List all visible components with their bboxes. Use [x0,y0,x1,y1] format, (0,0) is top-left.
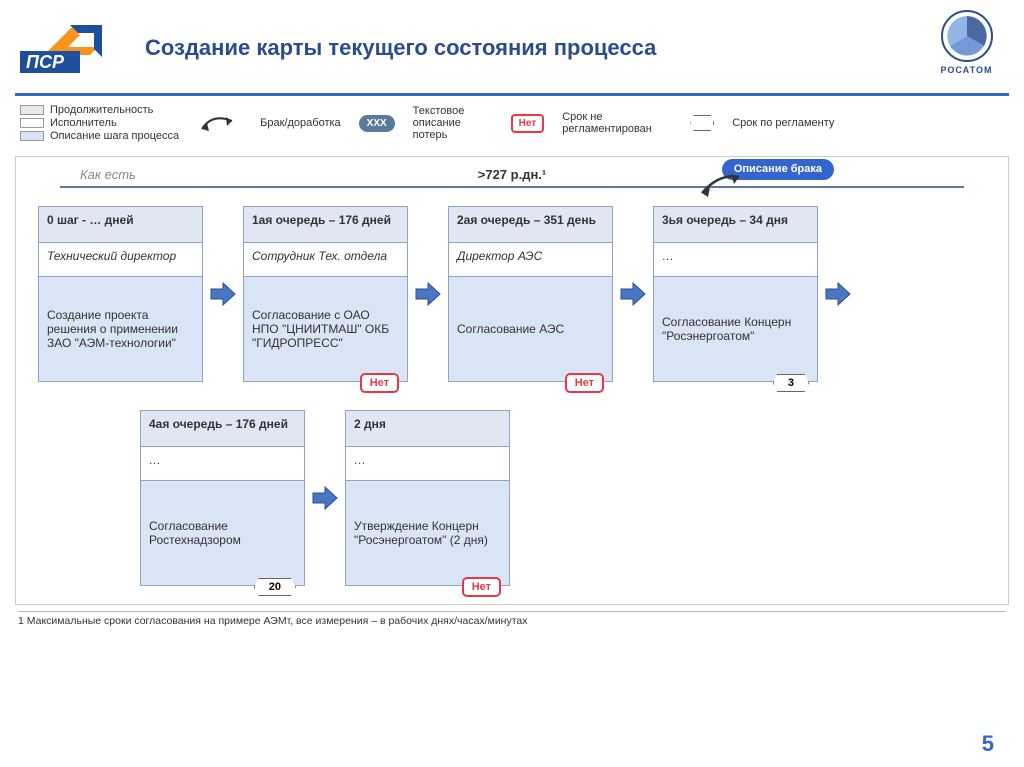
page-title: Создание карты текущего состояния процес… [145,35,929,61]
header: ПСР Создание карты текущего состояния пр… [0,0,1024,93]
legend-oval-icon: ХХХ [359,115,395,132]
step-person: … [654,243,817,277]
step-header: 3ья очередь – 34 дня [654,207,817,243]
legend-deadline-label: Срок по регламенту [732,117,834,129]
legend-duration-label: Продолжительность [50,104,153,116]
badge-hex: 20 [254,578,296,596]
badge-net: Нет [360,373,399,393]
legend-textloss-label: Текстовое описание потерь [413,105,493,141]
legend: Продолжительность Исполнитель Описание ш… [0,96,1024,150]
flow-row-2: 4ая очередь – 176 дней…Согласование Рост… [30,410,994,586]
logo-rosatom: РОСАТОМ [929,10,1004,85]
legend-nodeadline-label: Срок не регламентирован [562,111,672,135]
step-header: 2ая очередь – 351 день [449,207,612,243]
legend-box-desc [20,131,44,141]
top-bar: Как есть >727 р.дн.¹ Описание брака [60,167,964,188]
flow-arrow-icon [414,281,442,307]
step-body: Согласование Концерн "Росэнергоатом" [654,277,817,381]
as-is-label: Как есть [80,167,136,182]
step-card-2-0: 4ая очередь – 176 дней…Согласование Рост… [140,410,305,586]
step-body: Утверждение Концерн "Росэнергоатом" (2 д… [346,481,509,585]
step-card-1-0: 0 шаг - … днейТехнический директорСоздан… [38,206,203,382]
badge-hex: 3 [773,374,809,392]
step-header: 2 дня [346,411,509,447]
footnote: 1 Максимальные сроки согласования на при… [18,611,1006,627]
step-person: … [141,447,304,481]
legend-defect-label: Брак/доработка [260,117,340,129]
flow-arrow-icon [311,485,339,511]
logo-psr: ПСР [20,15,115,80]
legend-defect-arrow-icon [197,111,242,136]
step-person: Технический директор [39,243,202,277]
step-person: Директор АЭС [449,243,612,277]
flow-arrow-icon [824,281,852,307]
svg-text:ПСР: ПСР [26,52,65,72]
total-days-label: >727 р.дн.¹ [478,167,547,182]
legend-net-icon: Нет [511,114,545,133]
badge-net: Нет [565,373,604,393]
legend-box-performer [20,118,44,128]
legend-desc-label: Описание шага процесса [50,130,179,142]
step-header: 0 шаг - … дней [39,207,202,243]
main-container: Как есть >727 р.дн.¹ Описание брака 0 ша… [15,156,1009,605]
step-card-2-1: 2 дня…Утверждение Концерн "Росэнергоатом… [345,410,510,586]
legend-box-group: Продолжительность Исполнитель Описание ш… [20,104,179,142]
badge-net: Нет [462,577,501,597]
step-body: Согласование с ОАО НПО "ЦНИИТМАШ" ОКБ "Г… [244,277,407,381]
step-card-1-2: 2ая очередь – 351 деньДиректор АЭССоглас… [448,206,613,382]
legend-box-duration [20,105,44,115]
step-card-1-1: 1ая очередь – 176 днейСотрудник Тех. отд… [243,206,408,382]
legend-hex-icon [690,115,714,131]
legend-performer-label: Исполнитель [50,117,117,129]
defect-arrow-icon [694,173,744,203]
step-person: … [346,447,509,481]
flow-row-1: 0 шаг - … днейТехнический директорСоздан… [30,206,994,382]
step-body: Согласование Ростехнадзором [141,481,304,585]
step-body: Создание проекта решения о применении ЗА… [39,277,202,381]
step-body: Согласование АЭС [449,277,612,381]
flow-arrow-icon [209,281,237,307]
page-number: 5 [982,731,994,757]
flow-arrow-icon [619,281,647,307]
step-header: 4ая очередь – 176 дней [141,411,304,447]
step-person: Сотрудник Тех. отдела [244,243,407,277]
step-card-1-3: 3ья очередь – 34 дня…Согласование Концер… [653,206,818,382]
step-header: 1ая очередь – 176 дней [244,207,407,243]
